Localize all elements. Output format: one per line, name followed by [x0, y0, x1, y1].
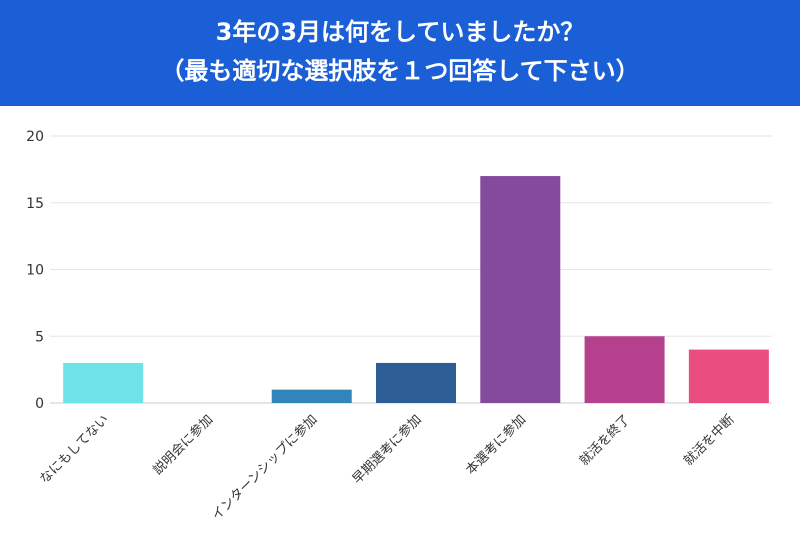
bar-3 — [271, 389, 352, 403]
y-tick-label: 10 — [26, 263, 44, 279]
bar-1 — [63, 362, 144, 403]
y-tick-label: 0 — [35, 396, 44, 412]
chart-title-banner: 3年の3月は何をしていましたか？ （最も適切な選択肢を１つ回答して下さい） — [0, 0, 800, 106]
y-tick-label: 5 — [35, 329, 44, 345]
x-tick-label: なにもしてない — [37, 412, 112, 487]
x-tick-label: 就活を中断 — [681, 412, 738, 469]
chart-title-line-2: （最も適切な選択肢を１つ回答して下さい） — [160, 57, 640, 85]
y-tick-label: 15 — [26, 196, 44, 212]
bar-4 — [376, 362, 456, 403]
chart-title-line-1: 3年の3月は何をしていましたか？ — [215, 18, 585, 46]
bar-6 — [584, 336, 665, 403]
x-tick-label: インターンシップに参加 — [209, 412, 321, 524]
x-tick-label: 説明会に参加 — [150, 412, 216, 478]
x-tick-label: 就活を終了 — [576, 412, 633, 469]
y-tick-label: 20 — [26, 129, 44, 145]
x-tick-label: 本選考に参加 — [463, 412, 529, 478]
bar-5 — [480, 176, 561, 403]
y-axis-ticks: 0 5 10 15 20 — [26, 129, 44, 412]
bars — [63, 176, 769, 403]
x-tick-label: 早期選考に参加 — [349, 412, 425, 488]
bar-7 — [688, 349, 769, 403]
